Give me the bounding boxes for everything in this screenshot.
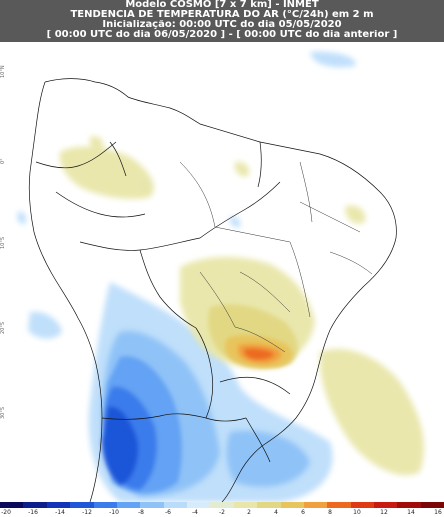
color-scale-swatch (0, 502, 24, 508)
color-scale-swatch (46, 502, 71, 508)
color-scale-tick-label: 4 (274, 509, 278, 516)
color-scale-tick-label: -14 (55, 509, 65, 516)
color-scale-swatch (70, 502, 94, 508)
color-scale-tick-label: -16 (28, 509, 38, 516)
color-scale-swatch (23, 502, 47, 508)
color-scale-tick-label: -10 (109, 509, 119, 516)
color-scale-bar (0, 502, 444, 508)
color-scale-swatch (420, 502, 444, 508)
color-scale-swatch (303, 502, 328, 508)
color-scale-swatch (374, 502, 398, 508)
color-scale-swatch (163, 502, 187, 508)
color-scale-swatch (257, 502, 281, 508)
temperature-tendency-map: 10°N 0° 10°S 20°S 30°S (0, 42, 444, 502)
valid-period-text: [ 00:00 UTC do dia 06/05/2020 ] - [ 00:0… (46, 30, 398, 40)
variable-title: TENDÊNCIA DE TEMPERATURA DO AR (°C/24h) … (70, 10, 374, 20)
map-header: Modelo COSMO [7 x 7 km] - INMET TENDÊNCI… (0, 0, 444, 42)
color-scale-swatch (327, 502, 351, 508)
color-scale-swatch (140, 502, 164, 508)
color-scale-tick-label: -12 (82, 509, 92, 516)
lat-label-10n: 10°N (0, 65, 6, 78)
color-scale-tick-label: 14 (407, 509, 415, 516)
color-scale-ticks: -20 -16 -14 -12 -10 -8 -6 -4 -2 2 4 6 8 10 12 14 16 (0, 508, 444, 517)
color-scale-tick-label: 10 (353, 509, 361, 516)
color-scale-tick-label: 2 (247, 509, 251, 516)
model-title: Modelo COSMO [7 x 7 km] - INMET (125, 0, 319, 10)
lat-label-0: 0° (0, 158, 6, 164)
cooling-strong-areas (102, 356, 182, 494)
color-scale-swatch (233, 502, 258, 508)
color-scale-tick-label: 8 (328, 509, 332, 516)
lat-label-10s: 10°S (0, 237, 6, 249)
color-scale-swatch (210, 502, 234, 508)
color-scale-swatch (187, 502, 211, 508)
color-scale-tick-label: 12 (380, 509, 388, 516)
color-scale-swatch (350, 502, 374, 508)
color-scale-tick-label: -8 (138, 509, 144, 516)
color-scale-tick-label: -4 (192, 509, 198, 516)
lat-label-20s: 20°S (0, 322, 6, 334)
initialization-text: Inicialização: 00:00 UTC do dia 05/05/20… (102, 20, 342, 30)
color-scale-tick-label: 16 (434, 509, 442, 516)
lat-label-30s: 30°S (0, 407, 6, 419)
color-scale-tick-label: 6 (301, 509, 305, 516)
color-scale-tick-label: -2 (219, 509, 225, 516)
color-scale-tick-label: -6 (165, 509, 171, 516)
color-scale-swatch (116, 502, 141, 508)
color-scale-swatch (93, 502, 117, 508)
color-scale-tick-label: -20 (1, 509, 11, 516)
color-scale-swatch (397, 502, 421, 508)
warming-strong-areas (224, 335, 293, 369)
color-scale-swatch (280, 502, 304, 508)
state-borders (179, 161, 373, 353)
country-borders (28, 78, 397, 502)
